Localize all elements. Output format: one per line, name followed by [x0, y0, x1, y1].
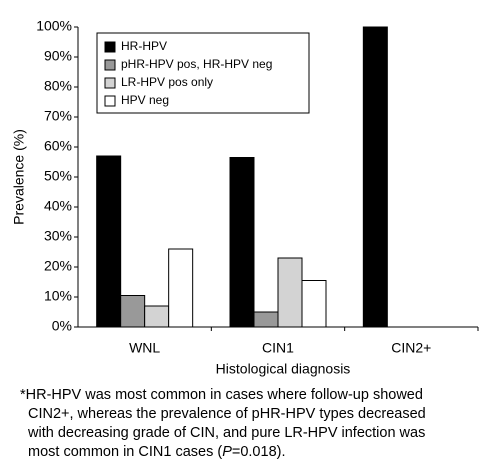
footnote-part: most common in CIN1 cases ( [28, 444, 222, 460]
legend-label: HPV neg [121, 93, 169, 107]
footnote-part: =0.018). [232, 444, 286, 460]
bar [144, 305, 170, 328]
y-tick-label: 70% [44, 108, 72, 124]
y-tick-label: 60% [44, 138, 72, 154]
bar [362, 26, 388, 328]
legend-label: LR-HPV pos only [121, 75, 213, 89]
legend-swatch [104, 41, 116, 53]
legend-label: pHR-HPV pos, HR-HPV neg [121, 57, 272, 71]
legend-swatch [104, 59, 116, 71]
y-tick-label: 0% [52, 318, 72, 334]
bar [253, 311, 279, 328]
footnote-part: P [222, 444, 232, 460]
legend-swatch [104, 95, 116, 107]
footnote-line: CIN2+, whereas the prevalence of pHR-HPV… [28, 406, 426, 422]
legend-label: HR-HPV [121, 39, 167, 53]
y-tick-label: 50% [44, 168, 72, 184]
bar [120, 295, 146, 328]
y-tick-label: 90% [44, 48, 72, 64]
y-tick-label: 30% [44, 228, 72, 244]
y-tick-label: 80% [44, 78, 72, 94]
bar [229, 157, 255, 328]
legend: HR-HPV pHR-HPV pos, HR-HPV neg LR-HPV pos … [96, 32, 310, 114]
legend-swatch [104, 77, 116, 89]
footnote-line: *HR-HPV was most common in cases where f… [20, 387, 423, 403]
y-tick-label: 100% [36, 18, 72, 34]
x-tick-label: WNL [129, 340, 160, 356]
bar [301, 280, 327, 328]
y-tick-label: 40% [44, 198, 72, 214]
footnote-line: most common in CIN1 cases (P=0.018). [28, 444, 286, 460]
bar [277, 257, 303, 328]
y-tick-label: 20% [44, 258, 72, 274]
y-axis-label: Prevalence (%) [11, 129, 27, 225]
bar [168, 248, 194, 328]
y-tick-label: 10% [44, 288, 72, 304]
x-axis-label: Histological diagnosis [216, 361, 351, 377]
x-tick-label: CIN2+ [391, 340, 431, 356]
legend-box [96, 32, 310, 114]
bar [96, 155, 122, 328]
x-tick-label: CIN1 [262, 340, 294, 356]
footnote-line: with decreasing grade of CIN, and pure L… [27, 425, 425, 441]
